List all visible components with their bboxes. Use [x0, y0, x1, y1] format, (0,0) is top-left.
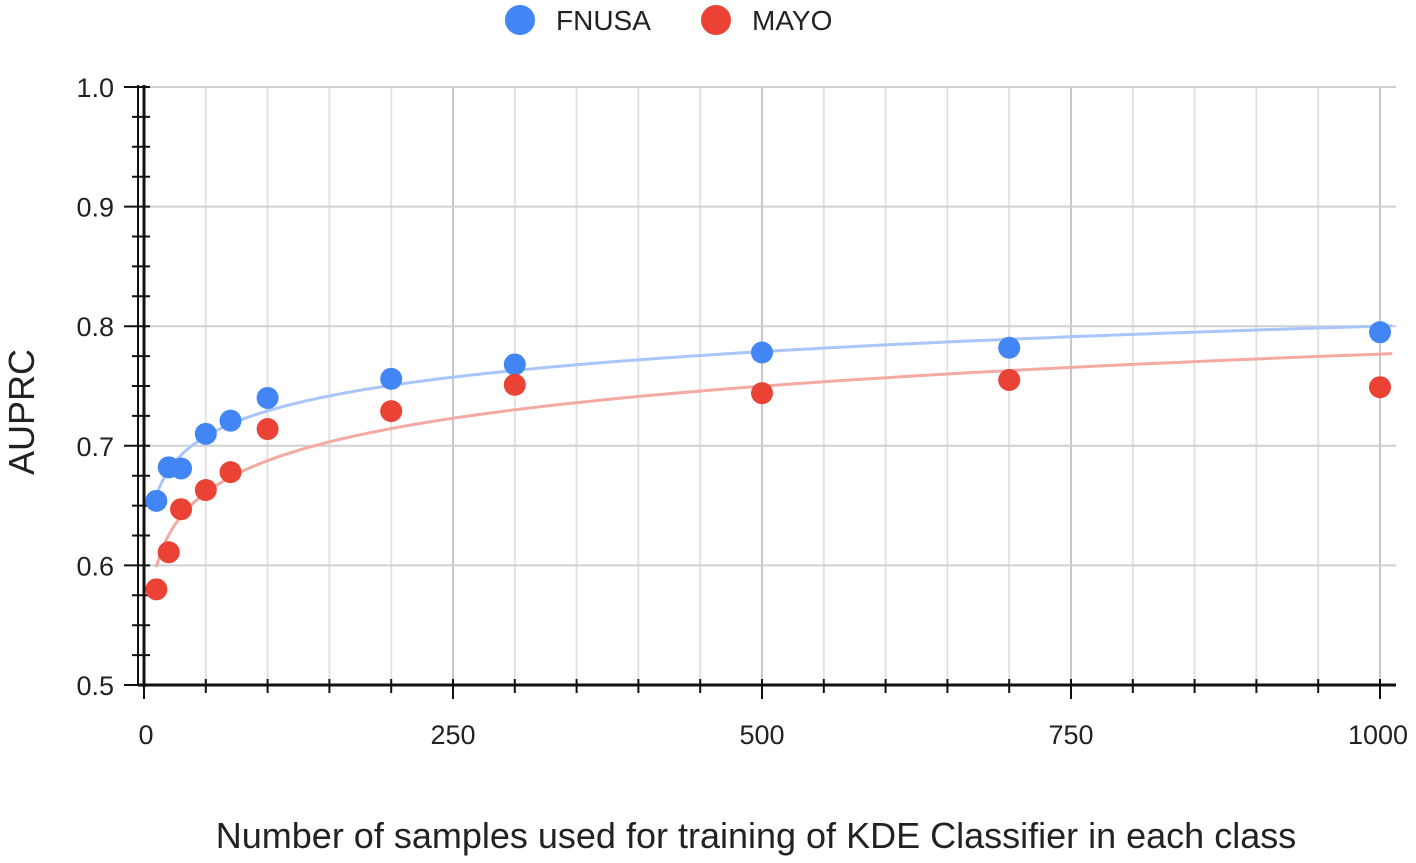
tick-labels: 0.5 0.6 0.7 0.8 0.9 1.0 0 250 500 750 1000 [76, 73, 1408, 750]
data-point-fnusa [145, 489, 168, 512]
y-axis-title: AUPRC [1, 349, 42, 475]
data-point-mayo [256, 418, 279, 441]
data-point-fnusa [170, 457, 193, 480]
y-tick-label: 0.7 [76, 432, 114, 462]
data-point-mayo [219, 461, 242, 484]
y-tick-label: 0.5 [76, 671, 114, 701]
legend-label-mayo: MAYO [752, 5, 832, 36]
data-points [145, 321, 1391, 601]
trendline-fnusa [154, 324, 1393, 496]
data-point-fnusa [219, 409, 242, 432]
x-tick-label: 0 [138, 720, 153, 750]
legend-marker-mayo [701, 5, 731, 35]
data-point-mayo [170, 498, 193, 521]
legend: FNUSA MAYO [505, 5, 832, 36]
trendline-mayo [154, 352, 1393, 568]
axes [124, 85, 1396, 699]
data-point-fnusa [194, 422, 217, 445]
legend-label-fnusa: FNUSA [556, 5, 651, 36]
data-point-mayo [145, 578, 168, 601]
y-tick-label: 0.8 [76, 312, 114, 342]
x-tick-label: 250 [430, 720, 475, 750]
data-point-mayo [751, 382, 773, 405]
data-point-fnusa [1369, 321, 1391, 344]
data-point-fnusa [503, 353, 526, 376]
data-point-mayo [998, 369, 1021, 392]
x-tick-label: 1000 [1348, 720, 1408, 750]
data-point-mayo [503, 373, 526, 396]
data-point-mayo [380, 400, 403, 423]
data-point-mayo [157, 541, 180, 564]
data-point-mayo [1369, 376, 1391, 399]
y-tick-label: 0.9 [76, 193, 114, 223]
x-tick-label: 500 [739, 720, 784, 750]
data-point-fnusa [256, 386, 279, 409]
data-point-mayo [194, 479, 217, 502]
y-tick-label: 1.0 [76, 73, 114, 103]
x-tick-label: 750 [1048, 720, 1093, 750]
y-tick-label: 0.6 [76, 551, 114, 581]
data-point-fnusa [751, 341, 773, 364]
x-axis-title: Number of samples used for training of K… [216, 815, 1296, 856]
data-point-fnusa [998, 336, 1021, 359]
legend-marker-fnusa [505, 5, 535, 35]
data-point-fnusa [380, 367, 403, 390]
